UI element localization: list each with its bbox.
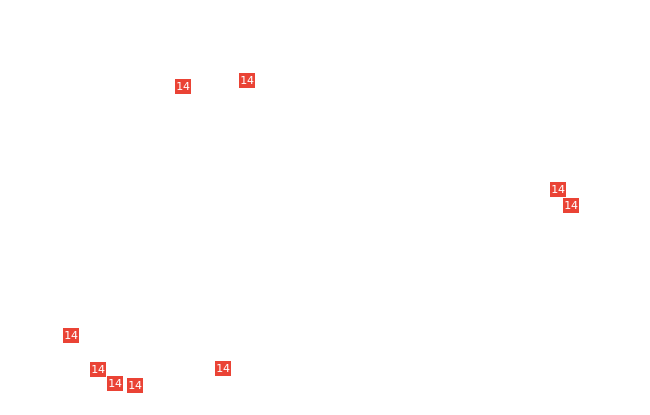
map-marker[interactable]: 14 [63,328,79,343]
map-marker[interactable]: 14 [215,361,231,376]
map-marker[interactable]: 14 [563,198,579,213]
map-marker[interactable]: 14 [550,182,566,197]
map-marker[interactable]: 14 [90,362,106,377]
map-marker[interactable]: 14 [239,73,255,88]
map-marker[interactable]: 14 [175,79,191,94]
map-marker[interactable]: 14 [127,378,143,393]
map-marker[interactable]: 14 [107,376,123,391]
